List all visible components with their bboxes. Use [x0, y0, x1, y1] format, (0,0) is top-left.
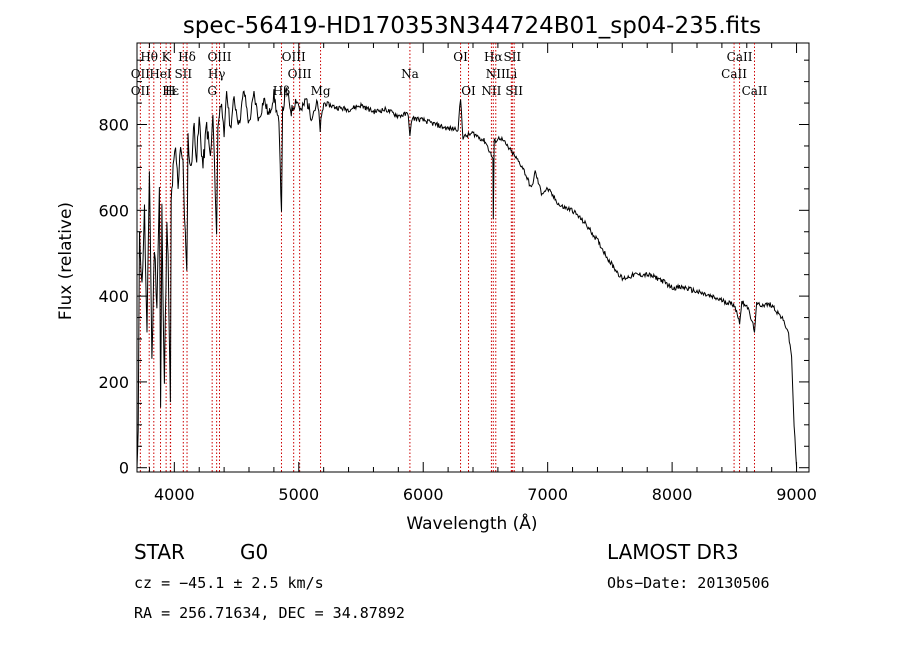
line-label: SII [505, 84, 523, 98]
y-tick-label: 600 [98, 201, 129, 220]
line-label: G [207, 84, 217, 98]
object-class: STAR [134, 540, 185, 564]
line-label: Hδ [178, 50, 196, 64]
line-label: CaII [727, 50, 753, 64]
line-label: K [162, 50, 172, 64]
line-label: OIII [207, 50, 231, 64]
x-tick-label: 7000 [527, 485, 568, 504]
redshift-velocity: cz = −45.1 ± 2.5 km/s [134, 574, 324, 592]
line-label: Na [401, 67, 419, 81]
y-tick-label: 200 [98, 373, 129, 392]
x-axis-ticks: 4000 5000 6000 7000 8000 9000 [148, 43, 817, 504]
line-label: OIII [282, 50, 306, 64]
line-label: Li [505, 67, 517, 81]
line-label: OI [453, 50, 468, 64]
y-axis-label: Flux (relative) [56, 202, 76, 320]
y-tick-label: 0 [119, 459, 129, 478]
x-axis-label: Wavelength (Å) [406, 512, 537, 534]
line-label: OI [461, 84, 476, 98]
line-label: OIII [288, 67, 312, 81]
line-label: NII [486, 67, 506, 81]
observation-date: Obs−Date: 20130506 [607, 574, 770, 592]
y-axis-ticks: 0 200 400 600 800 [98, 59, 809, 478]
line-label: Hα [484, 50, 503, 64]
chart-title: spec-56419-HD170353N344724B01_sp04-235.f… [183, 13, 761, 39]
line-label: OII [131, 67, 151, 81]
line-label: Hε [162, 84, 179, 98]
line-label: Hθ [140, 50, 158, 64]
x-tick-label: 5000 [278, 485, 319, 504]
x-tick-label: 6000 [403, 485, 444, 504]
line-label: SII [503, 50, 521, 64]
x-tick-label: 4000 [154, 485, 195, 504]
y-tick-label: 800 [98, 116, 129, 135]
y-tick-label: 400 [98, 287, 129, 306]
line-label: SII [174, 67, 192, 81]
survey-name: LAMOST DR3 [607, 540, 739, 564]
plot-frame [136, 42, 810, 473]
line-label: Mg [311, 84, 331, 98]
line-label: H [165, 84, 175, 98]
object-subclass: G0 [240, 540, 268, 564]
line-label: CaII [742, 84, 768, 98]
line-label: Hβ [273, 84, 290, 98]
x-tick-label: 9000 [776, 485, 817, 504]
line-label: NII [481, 84, 501, 98]
line-label: Hγ [208, 67, 226, 81]
line-label: OII [131, 84, 151, 98]
x-tick-label: 8000 [652, 485, 693, 504]
line-label: HeI [149, 67, 172, 81]
spectrum-line [136, 87, 798, 468]
coordinates: RA = 256.71634, DEC = 34.87892 [134, 604, 405, 622]
line-label: CaII [721, 67, 747, 81]
